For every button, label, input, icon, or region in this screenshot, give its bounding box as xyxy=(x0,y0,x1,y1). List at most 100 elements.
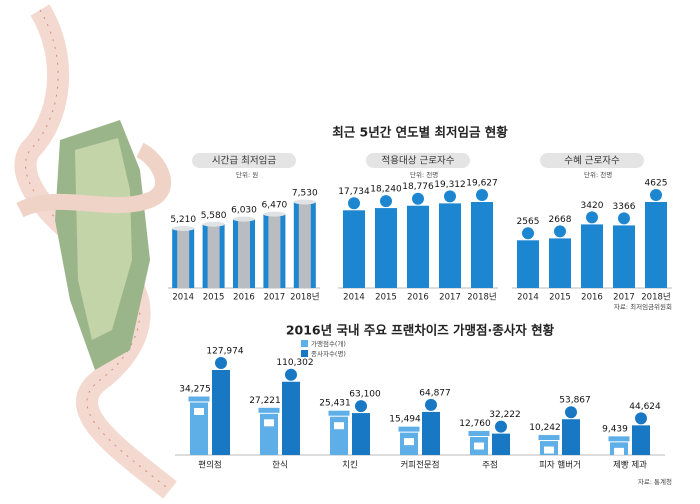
unit-label: 단위: 천명 xyxy=(410,170,438,179)
value-label: 4625 xyxy=(645,179,668,189)
x-tick-label: 편의점 xyxy=(198,460,221,471)
banknote-face xyxy=(75,138,132,340)
bar xyxy=(330,414,348,455)
person-head xyxy=(635,412,647,425)
tape-illustration xyxy=(14,4,177,499)
store-window xyxy=(194,408,204,415)
store-awning xyxy=(537,434,561,442)
store-window xyxy=(404,438,414,446)
person-head xyxy=(425,398,437,411)
bar xyxy=(632,425,650,455)
value-label: 32,222 xyxy=(489,410,521,420)
person-head xyxy=(412,192,424,205)
value-label: 9,439 xyxy=(602,424,628,434)
person-head xyxy=(285,368,297,381)
bar xyxy=(613,225,635,288)
bar xyxy=(343,210,365,288)
person-head xyxy=(522,227,534,240)
x-tick-label: 2014 xyxy=(517,293,539,303)
store-window xyxy=(614,447,624,455)
bar-cap xyxy=(202,221,225,227)
legend-swatch xyxy=(301,350,308,357)
value-label: 19,312 xyxy=(434,180,466,190)
bar xyxy=(471,202,493,288)
bar xyxy=(517,240,539,288)
value-label: 127,974 xyxy=(206,347,243,357)
store-awning xyxy=(467,430,491,438)
value-label: 18,776 xyxy=(402,182,434,192)
value-label: 27,221 xyxy=(249,396,281,406)
store-window xyxy=(544,446,554,454)
value-label: 44,624 xyxy=(629,402,661,412)
value-label: 7,530 xyxy=(292,189,318,199)
store-window xyxy=(334,422,344,430)
person-head xyxy=(476,189,488,201)
x-tick-label: 2018년 xyxy=(641,292,670,303)
value-label: 5,580 xyxy=(201,211,227,221)
x-tick-label: 2016 xyxy=(581,293,603,303)
person-head xyxy=(215,357,227,369)
bar xyxy=(581,224,603,288)
bar xyxy=(352,413,370,455)
value-label: 2565 xyxy=(517,217,540,227)
store-awning xyxy=(257,406,281,414)
value-label: 3420 xyxy=(581,201,604,211)
tape-loop xyxy=(16,142,172,218)
value-label: 12,760 xyxy=(459,419,491,429)
value-label: 10,242 xyxy=(529,423,561,433)
bar xyxy=(422,411,440,455)
store-awning xyxy=(397,425,421,433)
value-label: 6,470 xyxy=(262,201,288,211)
chart-title: 시간급 최저임금 xyxy=(212,155,276,167)
person-head xyxy=(565,406,577,419)
store-awning xyxy=(327,409,351,417)
x-tick-label: 2016 xyxy=(407,293,429,303)
person-head xyxy=(380,195,392,208)
bar xyxy=(549,238,571,288)
x-tick-label: 2017 xyxy=(439,293,461,303)
value-label: 15,494 xyxy=(389,415,421,425)
bar-cap xyxy=(293,199,316,205)
x-tick-label: 2014 xyxy=(172,293,194,303)
x-tick-label: 2014 xyxy=(343,293,365,303)
person-head xyxy=(586,211,598,224)
x-tick-label: 제빵 제과 xyxy=(613,460,647,471)
bar xyxy=(375,208,397,288)
person-head xyxy=(444,190,456,203)
title-pill xyxy=(366,153,470,168)
value-label: 19,627 xyxy=(466,179,498,189)
bar-cap xyxy=(233,216,255,222)
unit-label: 단위: 천명 xyxy=(584,170,612,179)
bar-face xyxy=(207,224,220,288)
x-tick-label: 한식 xyxy=(272,461,288,471)
person-head xyxy=(554,225,566,238)
title-pill xyxy=(192,153,296,168)
bar xyxy=(212,370,230,455)
bar xyxy=(645,202,667,288)
store-window xyxy=(264,419,274,427)
person-head xyxy=(348,197,360,210)
x-tick-label: 주점 xyxy=(482,460,498,471)
bar-cap xyxy=(263,211,286,217)
x-tick-label: 2017 xyxy=(613,293,635,303)
x-tick-label: 커피전문점 xyxy=(400,460,439,471)
value-label: 53,867 xyxy=(559,396,591,406)
x-tick-label: 2015 xyxy=(203,293,225,303)
source: 자료: 최저임금위원회 xyxy=(614,302,672,311)
bar-face xyxy=(177,228,190,288)
store-window xyxy=(474,442,484,450)
bar xyxy=(260,411,278,455)
person-head xyxy=(650,189,662,201)
value-label: 25,431 xyxy=(319,399,351,409)
bar xyxy=(407,205,429,288)
person-head xyxy=(618,212,630,225)
bar-cap xyxy=(172,225,195,231)
chart-title: 수혜 근로자수 xyxy=(564,155,620,167)
store-awning xyxy=(607,435,631,443)
bar-face xyxy=(268,214,281,288)
person-head xyxy=(355,400,367,413)
value-label: 18,240 xyxy=(370,185,402,195)
value-label: 64,877 xyxy=(419,388,451,398)
legend-swatch xyxy=(301,340,308,347)
legend-label: 종사자수(명) xyxy=(311,349,346,358)
